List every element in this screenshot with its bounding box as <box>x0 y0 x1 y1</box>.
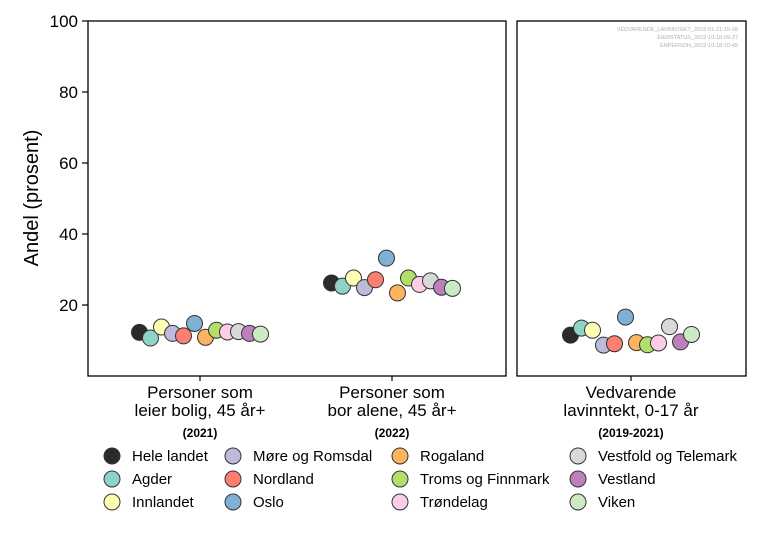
legend-label: Vestland <box>598 471 656 488</box>
legend-swatch <box>391 493 409 511</box>
y-tick-label: 60 <box>59 154 78 173</box>
legend-label: Rogaland <box>420 448 484 465</box>
point-rogaland <box>389 284 406 302</box>
category-label-line: Personer som <box>339 383 445 402</box>
point-oslo <box>378 249 395 267</box>
point-oslo <box>186 314 203 332</box>
y-tick-label: 40 <box>59 225 78 244</box>
legend-swatch <box>224 447 242 465</box>
point-nordland <box>606 335 623 353</box>
y-axis: 20 40 60 80 100 <box>50 12 88 315</box>
legend-swatch <box>569 447 587 465</box>
point-vestfold-og-telemark <box>661 318 678 336</box>
legend-swatch <box>391 447 409 465</box>
point-innlandet <box>584 321 601 339</box>
category-label-line: leier bolig, 45 år+ <box>135 401 266 420</box>
category-label-line: bor alene, 45 år+ <box>327 401 456 420</box>
data-stamp-line: ENPERSON_2022-10-18-10-49 <box>660 43 738 49</box>
legend-label: Trøndelag <box>420 494 488 511</box>
y-axis-label: Andel (prosent) <box>21 130 43 267</box>
legend-label: Vestfold og Telemark <box>598 448 737 465</box>
legend-label: Viken <box>598 494 635 511</box>
legend: Hele landet Agder Innlandet Møre og Romsdal… <box>103 447 737 511</box>
legend-label: Hele landet <box>132 448 209 465</box>
data-stamp-line: EIERSTATUS_2022-10-18-09-37 <box>657 35 738 41</box>
point-oslo <box>617 308 634 326</box>
point-innlandet <box>345 269 362 287</box>
legend-label: Troms og Finnmark <box>420 471 550 488</box>
category-label-line: lavinntekt, 0-17 år <box>563 401 698 420</box>
category-period: (2021) <box>183 426 218 440</box>
y-tick-label: 80 <box>59 83 78 102</box>
point-nordland <box>175 327 192 345</box>
category-label-line: Vedvarende <box>586 383 677 402</box>
point-viken <box>252 325 269 343</box>
panels: VEDVARENDE_LAVINNTEKT_2023-01-21-15-08 EI… <box>87 20 747 377</box>
legend-label: Møre og Romsdal <box>253 448 372 465</box>
category-period: (2019-2021) <box>598 426 663 440</box>
legend-swatch <box>103 493 121 511</box>
legend-swatch <box>224 470 242 488</box>
legend-swatch <box>224 493 242 511</box>
legend-swatch <box>391 470 409 488</box>
category-period: (2022) <box>375 426 410 440</box>
point-agder <box>142 329 159 347</box>
data-stamp-line: VEDVARENDE_LAVINNTEKT_2023-01-21-15-08 <box>617 27 738 33</box>
legend-swatch <box>103 447 121 465</box>
point-viken <box>444 279 461 297</box>
legend-swatch <box>569 493 587 511</box>
legend-label: Innlandet <box>132 494 195 511</box>
point-tr-ndelag <box>650 334 667 352</box>
data-points <box>131 249 700 354</box>
legend-label: Oslo <box>253 494 284 511</box>
y-tick-label: 20 <box>59 296 78 315</box>
legend-swatch <box>569 470 587 488</box>
legend-label: Agder <box>132 471 172 488</box>
category-label-line: Personer som <box>147 383 253 402</box>
legend-label: Nordland <box>253 471 314 488</box>
y-tick-label: 100 <box>50 12 78 31</box>
legend-swatch <box>103 470 121 488</box>
point-viken <box>683 325 700 343</box>
point-nordland <box>367 271 384 289</box>
panel-frame-left <box>87 20 507 377</box>
